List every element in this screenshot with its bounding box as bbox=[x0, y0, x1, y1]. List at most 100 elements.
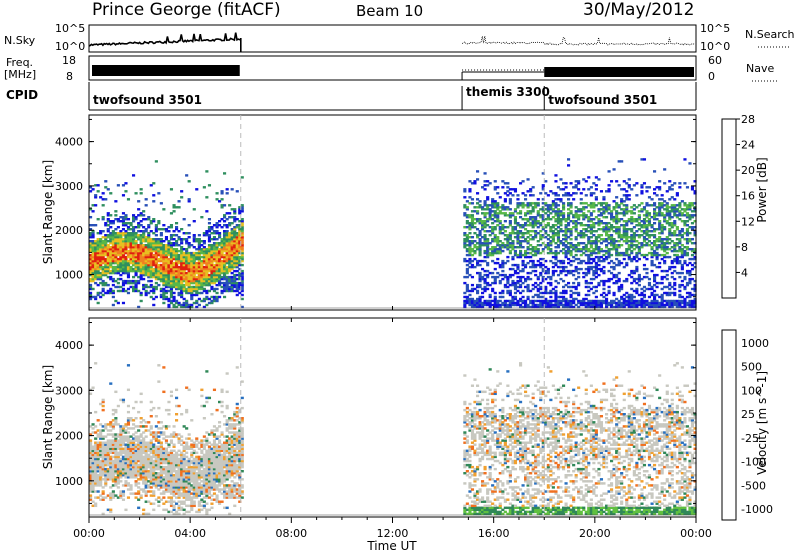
power-cell bbox=[506, 299, 510, 303]
power-cell bbox=[187, 287, 191, 291]
power-cell bbox=[617, 287, 621, 291]
velocity-cell bbox=[91, 386, 95, 389]
power-cell bbox=[465, 214, 469, 217]
power-cell bbox=[197, 240, 201, 243]
power-cell bbox=[511, 228, 515, 231]
power-cell bbox=[149, 253, 153, 257]
power-cell bbox=[240, 230, 244, 233]
power-cell bbox=[673, 259, 677, 263]
power-cell bbox=[630, 287, 634, 291]
power-cell bbox=[240, 285, 244, 289]
power-cell bbox=[486, 248, 490, 251]
power-cell bbox=[683, 259, 687, 263]
power-cell bbox=[627, 297, 631, 301]
power-cell bbox=[597, 246, 601, 249]
power-cell bbox=[187, 200, 191, 203]
power-cell bbox=[594, 188, 598, 191]
power-cell bbox=[653, 218, 657, 221]
power-cell bbox=[584, 271, 588, 275]
power-cell bbox=[605, 190, 609, 193]
power-cell bbox=[212, 230, 217, 233]
power-cell bbox=[116, 248, 120, 251]
power-cell bbox=[202, 281, 206, 285]
power-cell bbox=[526, 255, 530, 259]
power-cell bbox=[653, 253, 657, 257]
power-cell bbox=[235, 261, 239, 265]
power-cell bbox=[126, 255, 131, 259]
power-cell bbox=[645, 303, 649, 307]
power-cell bbox=[615, 281, 619, 285]
power-cell bbox=[668, 224, 672, 227]
power-cell bbox=[119, 285, 123, 289]
power-cell bbox=[592, 234, 596, 237]
power-cell bbox=[106, 188, 110, 191]
power-cell bbox=[119, 255, 123, 259]
power-cell bbox=[612, 291, 616, 295]
power-cell bbox=[215, 198, 219, 201]
power-cell bbox=[486, 224, 490, 227]
power-cell bbox=[541, 198, 545, 201]
power-cell bbox=[144, 246, 148, 249]
power-cell bbox=[126, 251, 131, 255]
power-cell bbox=[132, 261, 136, 265]
power-cell bbox=[233, 226, 237, 229]
power-cell bbox=[185, 232, 189, 235]
power-cell bbox=[134, 249, 138, 253]
power-cell bbox=[673, 182, 677, 185]
power-cell bbox=[169, 285, 174, 289]
power-cell bbox=[630, 301, 634, 305]
power-cell bbox=[655, 186, 659, 189]
power-cell bbox=[640, 192, 644, 195]
power-cell bbox=[663, 248, 667, 251]
power-cell bbox=[481, 244, 485, 247]
nave-tick-bottom: 0 bbox=[708, 70, 715, 83]
power-cell bbox=[617, 263, 621, 267]
power-cell bbox=[162, 244, 166, 247]
power-cell bbox=[99, 248, 103, 251]
power-cell bbox=[642, 295, 647, 299]
power-cell bbox=[157, 265, 161, 269]
power-cell bbox=[529, 255, 533, 259]
power-cell bbox=[463, 232, 467, 235]
power-cell bbox=[554, 234, 558, 237]
power-cell bbox=[622, 251, 626, 255]
power-cell bbox=[177, 301, 181, 305]
power-cell bbox=[126, 279, 131, 283]
power-cell bbox=[498, 273, 502, 277]
power-cell bbox=[637, 293, 641, 297]
power-cell bbox=[630, 259, 634, 263]
power-cell bbox=[668, 228, 672, 231]
power-cell bbox=[473, 222, 477, 225]
power-cell bbox=[567, 218, 571, 221]
power-cell bbox=[164, 236, 169, 239]
power-cell bbox=[463, 196, 467, 199]
power-cell bbox=[602, 301, 606, 305]
power-cell bbox=[493, 236, 497, 239]
power-cell bbox=[104, 271, 108, 275]
power-cell bbox=[109, 253, 113, 257]
power-cell bbox=[597, 208, 601, 211]
power-cell bbox=[164, 230, 169, 233]
power-cell bbox=[534, 263, 538, 267]
power-cell bbox=[124, 242, 128, 245]
power-cell bbox=[180, 196, 184, 199]
power-cell bbox=[493, 248, 497, 251]
power-cell bbox=[531, 216, 535, 219]
power-cell bbox=[564, 251, 568, 255]
power-cell bbox=[205, 265, 209, 269]
power-cell bbox=[111, 240, 115, 243]
power-cell bbox=[210, 287, 214, 291]
power-cell bbox=[582, 297, 586, 301]
power-cell bbox=[663, 246, 667, 249]
power-cell bbox=[478, 283, 482, 287]
power-cell bbox=[551, 269, 555, 273]
power-cell bbox=[233, 236, 237, 239]
power-cell bbox=[169, 255, 174, 259]
power-cell bbox=[587, 299, 591, 303]
power-cell bbox=[149, 275, 153, 279]
power-cell bbox=[577, 249, 581, 253]
power-cell bbox=[159, 244, 163, 247]
power-cell bbox=[124, 248, 128, 251]
power-cell bbox=[617, 236, 621, 239]
power-cell bbox=[491, 226, 495, 229]
